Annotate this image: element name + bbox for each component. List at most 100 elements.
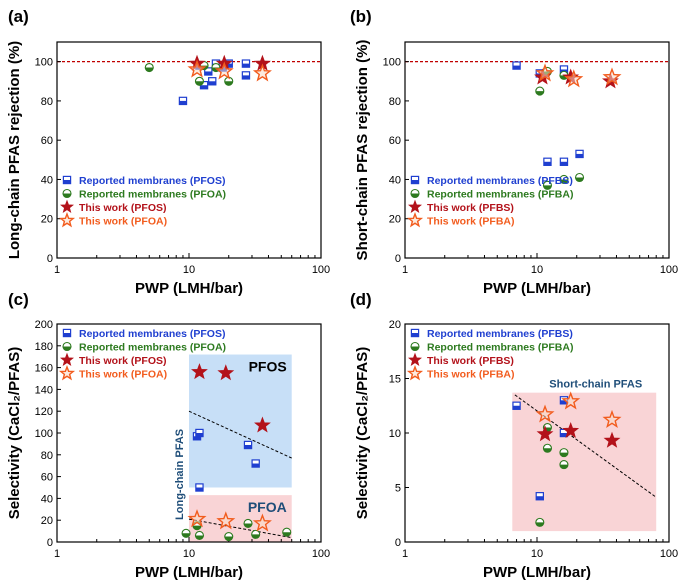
y-tick-label: 180 xyxy=(35,341,53,353)
x-tick-label: 100 xyxy=(660,548,678,560)
legend-circle-icon-fill xyxy=(411,193,419,198)
data-point-square xyxy=(208,77,217,86)
legend-label: Reported membranes (PFBS) xyxy=(427,328,573,340)
data-point-circle-fill xyxy=(224,81,233,86)
y-tick-label: 100 xyxy=(35,57,53,69)
y-tick-label: 60 xyxy=(41,472,53,484)
data-point-circle xyxy=(574,172,585,183)
y-axis-title: Long-chain PFAS rejection (%) xyxy=(6,41,23,259)
data-point-circle xyxy=(559,448,569,458)
data-point-square-fill xyxy=(560,400,568,404)
legend-star-icon xyxy=(58,211,76,228)
data-point-circle-fill xyxy=(543,185,552,190)
legend-square-icon-fill xyxy=(63,333,71,337)
y-tick-label: 40 xyxy=(41,493,53,505)
legend-square-icon xyxy=(410,175,420,185)
data-point-square xyxy=(251,459,260,468)
legend-label: This work (PFOS) xyxy=(79,355,167,367)
data-point-circle-fill xyxy=(535,522,544,527)
x-axis-title: PWP (LMH/bar) xyxy=(483,280,591,297)
data-point-square-fill xyxy=(179,100,187,105)
data-point-circle-fill xyxy=(193,525,202,530)
legend-circle-icon-fill xyxy=(63,193,71,198)
data-point-circle-fill xyxy=(282,532,291,537)
data-point-square-fill xyxy=(560,161,568,166)
data-point-star xyxy=(252,513,272,532)
legend: Reported membranes (PFBS) Reported membra… xyxy=(406,175,573,228)
data-point-star xyxy=(187,509,207,528)
data-point-square-fill xyxy=(208,81,216,85)
x-tick-label: 100 xyxy=(312,548,330,560)
legend-label: This work (PFBA) xyxy=(427,369,515,381)
x-tick-label: 1 xyxy=(54,548,60,560)
data-point-circle xyxy=(559,174,569,185)
y-tick-label: 20 xyxy=(389,319,401,331)
x-tick-label: 10 xyxy=(183,548,195,560)
trend-line xyxy=(514,394,657,498)
data-point-square-fill xyxy=(543,161,552,166)
data-point-square xyxy=(241,71,251,80)
data-point-circle xyxy=(282,527,292,537)
legend-label: This work (PFOS) xyxy=(79,202,167,214)
shaded-region-pfos xyxy=(189,354,292,488)
x-tick-label: 100 xyxy=(660,264,678,276)
x-tick-label: 1 xyxy=(54,264,60,276)
y-tick-label: 40 xyxy=(389,174,401,186)
legend-square-icon-fill xyxy=(411,333,419,337)
panel-d: 0 5 10 15 20 1 10 100 PWP (LMH/bar) Selectivity (… xyxy=(350,290,678,581)
legend-label: Reported membranes (PFOA) xyxy=(79,189,226,201)
data-point-circle xyxy=(224,531,234,542)
data-point-square-fill xyxy=(575,153,584,158)
panel-c: 0 20 40 60 80 100 120 140 160 180 200 1 10 100 PWP (LM… xyxy=(6,290,330,581)
data-point-circle-fill xyxy=(575,177,584,182)
region-label-pfos: PFOS xyxy=(249,359,287,375)
data-point-circle-fill xyxy=(244,523,253,528)
data-point-square xyxy=(204,67,213,76)
data-point-square xyxy=(178,96,188,106)
data-point-square xyxy=(543,157,552,166)
data-point-circle xyxy=(194,76,205,86)
y-tick-label: 80 xyxy=(41,96,53,108)
legend-circle-icon xyxy=(62,188,72,199)
x-tick-label: 10 xyxy=(531,548,543,560)
legend-label: Reported membranes (PFBA) xyxy=(427,342,573,354)
data-point-square-fill xyxy=(200,85,208,89)
data-point-square xyxy=(195,483,204,492)
trend-line xyxy=(188,410,292,459)
data-point-circle xyxy=(542,422,553,433)
data-point-square-fill xyxy=(195,487,204,492)
y-axis-title: Selectivity (CaCl₂/PFAS) xyxy=(354,347,371,520)
data-point-square-fill xyxy=(512,65,521,70)
legend-label: Reported membranes (PFBA) xyxy=(427,189,573,201)
data-point-circle-fill xyxy=(559,464,568,469)
y-tick-label: 60 xyxy=(389,135,401,147)
data-point-circle-fill xyxy=(182,533,191,538)
legend-label: Reported membranes (PFOS) xyxy=(79,175,225,187)
x-axis-title: PWP (LMH/bar) xyxy=(135,280,243,297)
legend-circle-icon xyxy=(62,341,72,352)
data-point-circle-fill xyxy=(535,91,544,96)
data-point-square-fill xyxy=(512,405,521,410)
legend-circle-icon xyxy=(410,341,420,352)
legend-circle-icon-fill xyxy=(411,346,419,351)
data-point-square-fill xyxy=(244,444,252,449)
legend-star-icon xyxy=(60,352,74,366)
data-point-square xyxy=(241,59,251,68)
data-point-square-fill xyxy=(536,496,544,500)
y-tick-label: 120 xyxy=(35,406,53,418)
y-tick-label: 200 xyxy=(35,319,53,331)
data-point-circle xyxy=(194,530,205,541)
data-point-square xyxy=(535,492,544,501)
data-point-circle xyxy=(181,528,191,538)
x-tick-label: 1 xyxy=(402,548,408,560)
legend-label: Reported membranes (PFBS) xyxy=(427,175,573,187)
y-tick-label: 40 xyxy=(41,174,53,186)
legend-star-icon xyxy=(406,211,424,228)
data-point-circle xyxy=(251,529,261,539)
data-point-circle xyxy=(144,62,154,73)
x-tick-label: 10 xyxy=(531,264,543,276)
data-point-star xyxy=(602,409,622,429)
panel-a: 0 20 40 60 80 100 1 10 100 PWP (LMH/bar) Long-chai… xyxy=(6,7,330,297)
data-point-star xyxy=(191,363,208,380)
data-point-circle-fill xyxy=(224,536,233,541)
